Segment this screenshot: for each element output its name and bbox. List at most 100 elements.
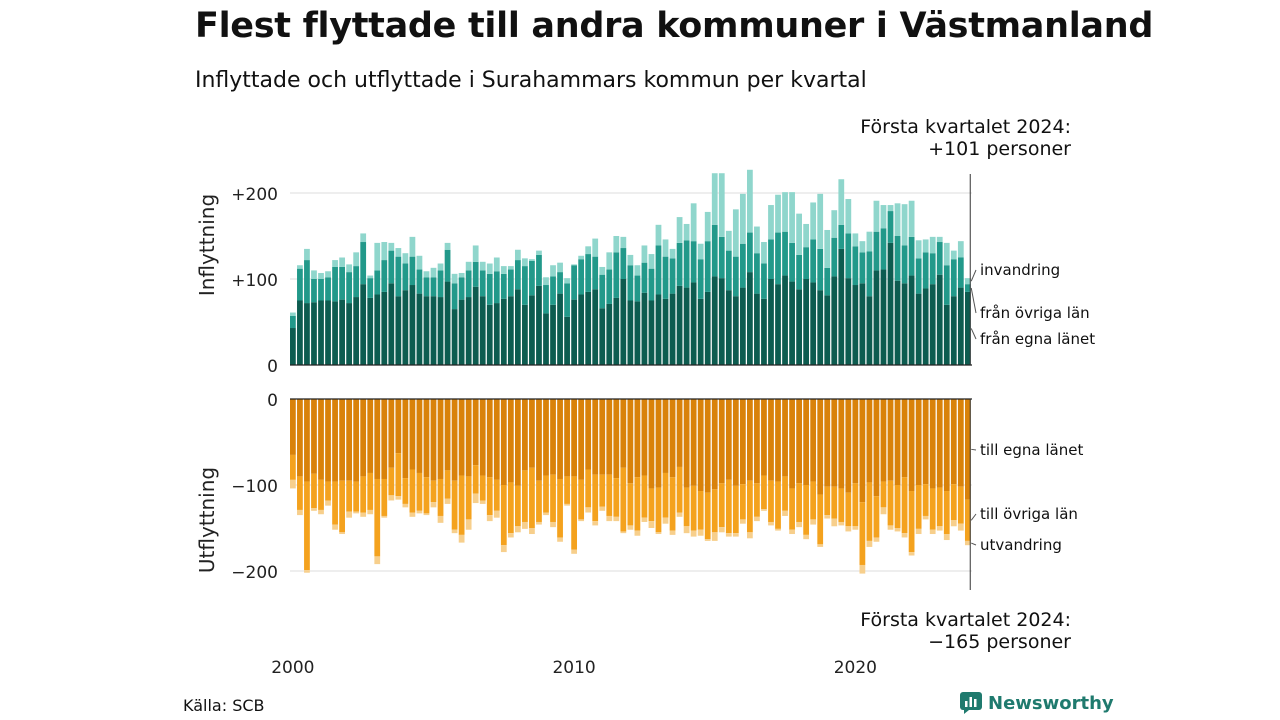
inflow-bar-2 (838, 224, 845, 249)
outflow-bar-3 (479, 500, 486, 504)
outflow-bar-1 (690, 399, 697, 486)
outflow-bar-2 (486, 477, 493, 516)
inflow-bar-2 (339, 266, 345, 300)
inflow-bar-1 (297, 300, 303, 365)
inflow-bar-1 (543, 313, 549, 365)
inflow-bar-3 (486, 263, 493, 274)
inflow-bar-2 (894, 236, 901, 281)
inflow-bar-2 (943, 265, 950, 305)
outflow-bar-2 (690, 485, 697, 531)
inflow-bar-3 (915, 240, 922, 259)
inflow-bar-2 (374, 270, 381, 295)
outflow-bar-1 (725, 399, 732, 480)
outflow-bar-3 (311, 508, 317, 511)
inflow-bar-1 (845, 278, 852, 365)
inflow-bar-3 (782, 192, 788, 232)
outflow-bar-1 (606, 399, 613, 475)
outflow-bar-1 (803, 399, 810, 485)
outflow-bar-3 (297, 509, 303, 516)
inflow-bar-1 (522, 304, 528, 365)
outflow-bar-2 (290, 454, 296, 480)
inflow-bar-3 (423, 271, 430, 278)
outflow-bar-2 (894, 485, 901, 528)
inflow-bar-3 (529, 259, 535, 261)
outflow-bar-3 (887, 525, 894, 530)
inflow-bar-1 (669, 293, 676, 365)
series-label-leader (970, 513, 977, 521)
outflow-bar-1 (507, 399, 514, 483)
inflow-bar-2 (655, 245, 662, 295)
outflow-bar-1 (578, 399, 585, 480)
inflow-bar-2 (880, 228, 887, 270)
outflow-bar-3 (529, 528, 535, 535)
inflow-bar-1 (599, 308, 606, 365)
inflow-bar-2 (522, 266, 528, 305)
inflow-bar-1 (747, 272, 753, 365)
inflow-bar-2 (887, 211, 894, 243)
inflow-bar-1 (697, 298, 704, 365)
inflow-bar-2 (922, 252, 929, 289)
inflow-bar-3 (620, 236, 627, 249)
inflow-bar-1 (465, 297, 472, 365)
outflow-bar-2 (775, 481, 781, 529)
outflow-bar-1 (831, 399, 838, 487)
outflow-bar-1 (402, 399, 409, 479)
inflow-bar-3 (894, 203, 901, 236)
inflow-bar-2 (529, 260, 535, 296)
outflow-bar-1 (873, 399, 880, 497)
x-tick-label: 2000 (271, 658, 314, 678)
series-label: invandring (980, 261, 1060, 279)
outflow-bar-1 (493, 399, 500, 480)
inflow-bar-3 (866, 231, 873, 252)
outflow-bar-2 (360, 476, 367, 513)
inflow-bar-3 (929, 236, 936, 254)
inflow-bar-3 (451, 273, 458, 284)
outflow-bar-1 (479, 399, 486, 476)
inflow-bar-2 (578, 259, 585, 295)
series-label: till egna länet (980, 441, 1083, 459)
inflow-bar-2 (627, 265, 634, 301)
inflow-bar-3 (908, 200, 915, 237)
annotation-inflow-line1: Första kvartalet 2024: (860, 116, 1071, 138)
outflow-bar-2 (465, 476, 472, 520)
outflow-bar-3 (437, 515, 444, 523)
outflow-bar-2 (451, 480, 458, 530)
inflow-bar-2 (557, 272, 563, 294)
outflow-bar-1 (444, 399, 451, 471)
inflow-bar-2 (901, 245, 908, 284)
inflow-bar-1 (662, 298, 669, 365)
inflow-bar-1 (704, 291, 711, 365)
inflow-bar-2 (444, 249, 451, 282)
inflow-bar-2 (606, 269, 613, 304)
outflow-bar-2 (648, 488, 655, 522)
outflow-bar-2 (507, 482, 514, 534)
inflow-bar-1 (332, 301, 338, 365)
inflow-bar-3 (648, 254, 655, 269)
inflow-bar-3 (704, 211, 711, 242)
outflow-bar-2 (803, 485, 810, 535)
outflow-bar-1 (901, 399, 908, 478)
outflow-bar-1 (936, 399, 943, 488)
inflow-bar-2 (437, 270, 444, 298)
outflow-bar-1 (423, 399, 430, 478)
outflow-bar-2 (620, 467, 627, 532)
inflow-bar-1 (472, 286, 479, 365)
outflow-bar-3 (592, 521, 599, 526)
inflow-bar-2 (711, 224, 718, 277)
inflow-bar-3 (957, 241, 964, 258)
outflow-bar-3 (936, 526, 943, 531)
inflow-bar-3 (817, 193, 824, 249)
outflow-bar-1 (676, 399, 683, 467)
outflow-bar-3 (901, 533, 908, 538)
outflow-bar-3 (486, 515, 493, 522)
outflow-bar-3 (775, 528, 781, 531)
outflow-bar-3 (880, 507, 887, 515)
inflow-bar-1 (950, 296, 957, 365)
outflow-bar-3 (543, 512, 549, 516)
inflow-bar-1 (613, 297, 620, 365)
outflow-bar-3 (704, 539, 711, 541)
outflow-bar-3 (290, 479, 296, 489)
inflow-bar-1 (395, 296, 402, 365)
inflow-bar-3 (395, 248, 402, 257)
inflow-bar-1 (514, 289, 521, 365)
